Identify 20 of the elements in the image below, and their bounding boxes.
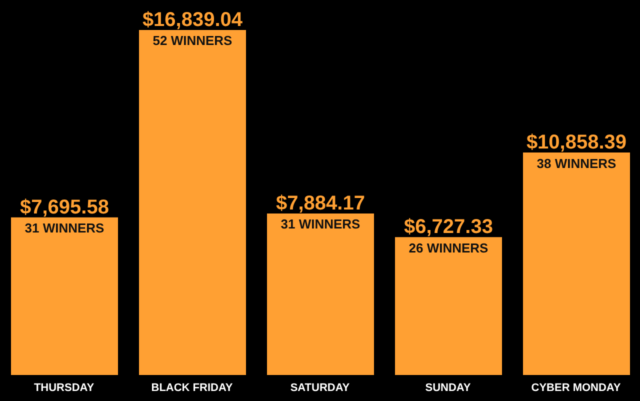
data-label: $7,884.17 <box>276 192 365 214</box>
bar <box>267 213 374 375</box>
x-tick-label: THURSDAY <box>34 382 95 394</box>
bar <box>523 152 630 375</box>
bar <box>395 237 502 375</box>
annotation: 26 WINNERS <box>408 240 489 256</box>
data-label: $7,695.58 <box>20 196 109 218</box>
x-tick-label: SUNDAY <box>425 382 472 394</box>
annotation: 52 WINNERS <box>152 33 233 48</box>
data-label: $10,858.39 <box>526 132 627 154</box>
x-tick-label: SATURDAY <box>290 382 350 394</box>
x-tick-label: BLACK FRIDAY <box>151 382 234 394</box>
annotation: 31 WINNERS <box>280 216 361 232</box>
x-tick-label: CYBER MONDAY <box>531 382 622 394</box>
bar <box>139 30 246 375</box>
data-label: $16,839.04 <box>142 9 244 31</box>
annotation: 38 WINNERS <box>536 156 617 171</box>
annotation: 31 WINNERS <box>24 220 105 236</box>
data-label: $6,727.33 <box>404 216 493 238</box>
bar <box>11 217 118 375</box>
